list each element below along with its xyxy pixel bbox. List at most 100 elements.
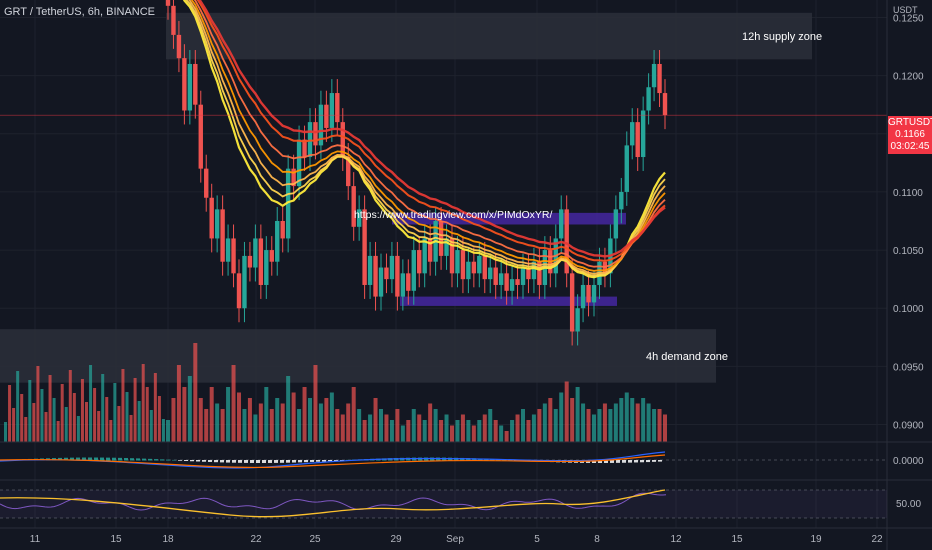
volume-bar bbox=[477, 420, 482, 442]
ema-line bbox=[188, 0, 666, 275]
volume-bar bbox=[641, 398, 646, 442]
candle-body bbox=[329, 93, 335, 128]
upper-purple-box bbox=[392, 212, 626, 225]
volume-bar bbox=[379, 409, 383, 442]
volume-bar bbox=[428, 403, 433, 442]
macd-histogram-bar bbox=[244, 460, 248, 463]
macd-histogram-bar bbox=[196, 460, 200, 462]
volume-bar bbox=[291, 392, 296, 442]
volume-bar bbox=[488, 409, 493, 442]
ema-line bbox=[190, 0, 666, 272]
candle-body bbox=[482, 255, 487, 280]
volume-bar bbox=[548, 398, 553, 442]
volume-bar bbox=[406, 420, 411, 442]
candle-body bbox=[651, 63, 657, 88]
price-tick-label: 0.1000 bbox=[893, 304, 924, 315]
candle-body bbox=[269, 250, 274, 262]
time-tick-label: 15 bbox=[731, 534, 743, 545]
candle-body bbox=[520, 267, 526, 285]
volume-bar bbox=[226, 387, 231, 442]
volume-bar bbox=[8, 385, 12, 442]
volume-bar bbox=[652, 409, 657, 442]
candle-body bbox=[586, 284, 591, 303]
macd-histogram-bar bbox=[160, 459, 164, 461]
volume-bar bbox=[133, 378, 137, 442]
volume-bar bbox=[48, 375, 52, 442]
volume-bar bbox=[141, 364, 145, 442]
candle-body bbox=[591, 284, 597, 303]
macd-histogram-bar bbox=[292, 460, 296, 463]
time-tick-label: 11 bbox=[30, 534, 41, 545]
volume-bar bbox=[521, 409, 525, 442]
macd-histogram-bar bbox=[238, 460, 242, 463]
candle-body bbox=[247, 255, 253, 268]
candle-body bbox=[356, 209, 362, 227]
candle-body bbox=[367, 255, 373, 285]
macd-histogram-bar bbox=[100, 457, 104, 461]
volume-bar bbox=[346, 403, 351, 442]
time-tick-label: 12 bbox=[670, 534, 682, 545]
volume-bar bbox=[531, 414, 536, 442]
volume-bar bbox=[32, 403, 36, 442]
macd-histogram-bar bbox=[604, 460, 608, 463]
volume-bar bbox=[581, 403, 586, 442]
candle-body bbox=[438, 221, 444, 256]
volume-bar bbox=[93, 388, 97, 442]
candle-body bbox=[318, 104, 324, 146]
macd-histogram-bar bbox=[310, 460, 314, 462]
macd-histogram-bar bbox=[172, 459, 176, 461]
macd-histogram-bar bbox=[628, 460, 632, 463]
volume-bar bbox=[510, 420, 515, 442]
volume-bar bbox=[76, 416, 80, 442]
macd-histogram-bar bbox=[598, 460, 602, 463]
candle-body bbox=[575, 308, 580, 332]
volume-bar bbox=[242, 409, 247, 442]
candle-body bbox=[526, 267, 531, 280]
volume-bar bbox=[286, 376, 291, 442]
macd-histogram-bar bbox=[202, 460, 206, 462]
volume-bar bbox=[586, 409, 591, 442]
last-price-symbol: GRTUSDT bbox=[888, 117, 932, 128]
ema-line bbox=[198, 0, 666, 258]
candle-body bbox=[258, 238, 264, 285]
volume-bar bbox=[129, 415, 133, 442]
candle-body bbox=[559, 209, 564, 239]
volume-bar bbox=[417, 414, 422, 442]
chart-link-text: https://www.tradingview.com/x/PIMdOxYR/ bbox=[354, 209, 552, 221]
macd-histogram-bar bbox=[166, 459, 170, 461]
volume-bar bbox=[384, 414, 389, 442]
candle-body bbox=[444, 238, 449, 256]
price-tick-label: 0.0950 bbox=[893, 362, 924, 373]
volume-bar bbox=[64, 407, 68, 442]
macd-histogram-bar bbox=[274, 460, 278, 463]
volume-bar bbox=[302, 387, 307, 442]
volume-bar bbox=[542, 403, 547, 442]
volume-bar bbox=[85, 402, 88, 442]
rsi-ma-line bbox=[0, 489, 666, 518]
candle-body bbox=[471, 261, 477, 274]
candle-body bbox=[537, 261, 542, 285]
volume-bar bbox=[559, 392, 564, 442]
volume-bar bbox=[308, 398, 312, 442]
candle-body bbox=[264, 250, 269, 285]
volume-bar bbox=[444, 414, 449, 442]
demand-zone-label: 4h demand zone bbox=[646, 351, 728, 363]
volume-bar bbox=[499, 425, 504, 442]
candle-body bbox=[488, 267, 493, 280]
price-tick-label: 0.1100 bbox=[893, 188, 923, 199]
macd-histogram-bar bbox=[262, 460, 266, 463]
candle-body bbox=[635, 122, 640, 158]
volume-bar bbox=[89, 365, 93, 442]
supply-zone-label: 12h supply zone bbox=[742, 31, 822, 43]
volume-bar bbox=[187, 376, 192, 442]
candle-body bbox=[182, 58, 187, 111]
time-tick-label: 29 bbox=[390, 534, 402, 545]
macd-histogram-bar bbox=[280, 460, 284, 463]
candle-body bbox=[214, 209, 220, 239]
candle-body bbox=[422, 238, 427, 274]
candle-body bbox=[395, 255, 400, 297]
volume-bar bbox=[526, 420, 531, 442]
macd-histogram-bar bbox=[214, 460, 218, 463]
volume-bar bbox=[335, 409, 340, 442]
